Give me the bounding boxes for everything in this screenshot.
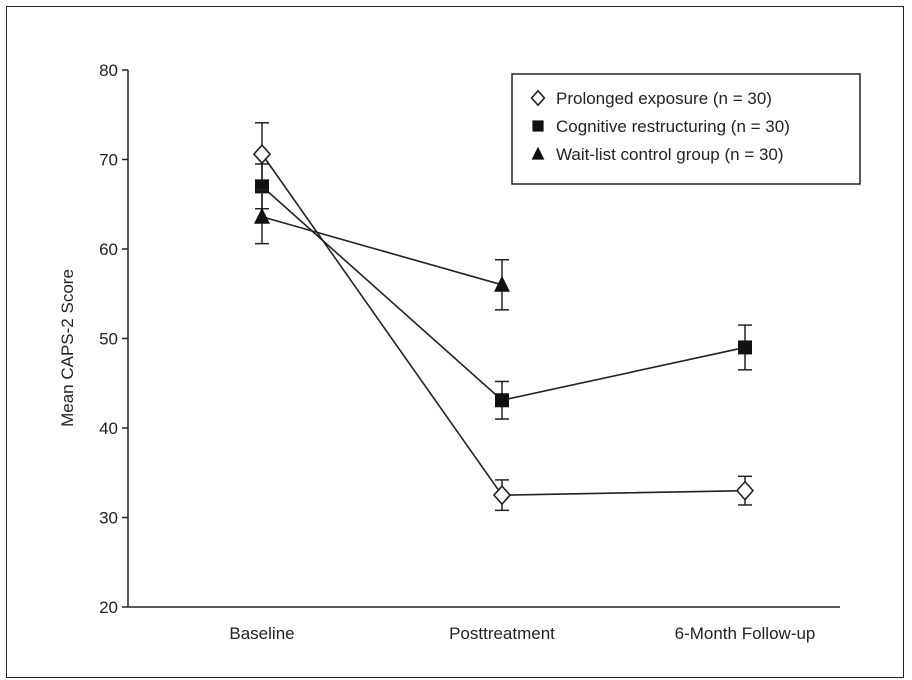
legend-marker	[531, 146, 545, 160]
legend-label: Wait-list control group (n = 30)	[556, 145, 784, 164]
y-tick-label: 30	[99, 509, 118, 528]
legend-label: Prolonged exposure (n = 30)	[556, 89, 772, 108]
series-line	[261, 216, 503, 286]
legend-marker	[532, 120, 544, 132]
series-layer	[252, 122, 755, 512]
y-tick-label: 50	[99, 330, 118, 349]
y-tick-label: 70	[99, 151, 118, 170]
legend: Prolonged exposure (n = 30) Cognitive res…	[511, 73, 861, 185]
series-line	[261, 153, 746, 496]
series-points-0	[252, 122, 755, 512]
y-ticks: 20 30 40 50 60 70 80	[99, 61, 128, 617]
x-tick-label: Baseline	[229, 624, 294, 643]
y-tick-label: 20	[99, 598, 118, 617]
x-tick-label: 6-Month Follow-up	[675, 624, 816, 643]
series-2	[261, 216, 503, 286]
data-point	[494, 275, 510, 292]
data-point	[252, 143, 272, 165]
y-axis-title: Mean CAPS-2 Score	[58, 269, 77, 427]
legend-label: Cognitive restructuring (n = 30)	[556, 117, 790, 136]
data-point	[495, 393, 509, 408]
legend-box	[511, 73, 861, 185]
data-point	[735, 480, 755, 501]
data-point	[738, 340, 752, 355]
series-1	[261, 185, 746, 402]
y-tick-label: 80	[99, 61, 118, 80]
series-points-2	[254, 189, 510, 311]
y-tick-label: 60	[99, 240, 118, 259]
series-0	[261, 153, 746, 496]
x-ticks: Baseline Posttreatment 6-Month Follow-up	[229, 624, 815, 643]
legend-marker	[530, 89, 546, 107]
y-tick-label: 40	[99, 419, 118, 438]
series-line	[261, 185, 746, 402]
data-point	[254, 207, 270, 224]
axes: 20 30 40 50 60 70 80 Baseline Posttreatment 6-Mo…	[58, 61, 840, 643]
x-tick-label: Posttreatment	[449, 624, 555, 643]
data-point	[492, 484, 512, 506]
